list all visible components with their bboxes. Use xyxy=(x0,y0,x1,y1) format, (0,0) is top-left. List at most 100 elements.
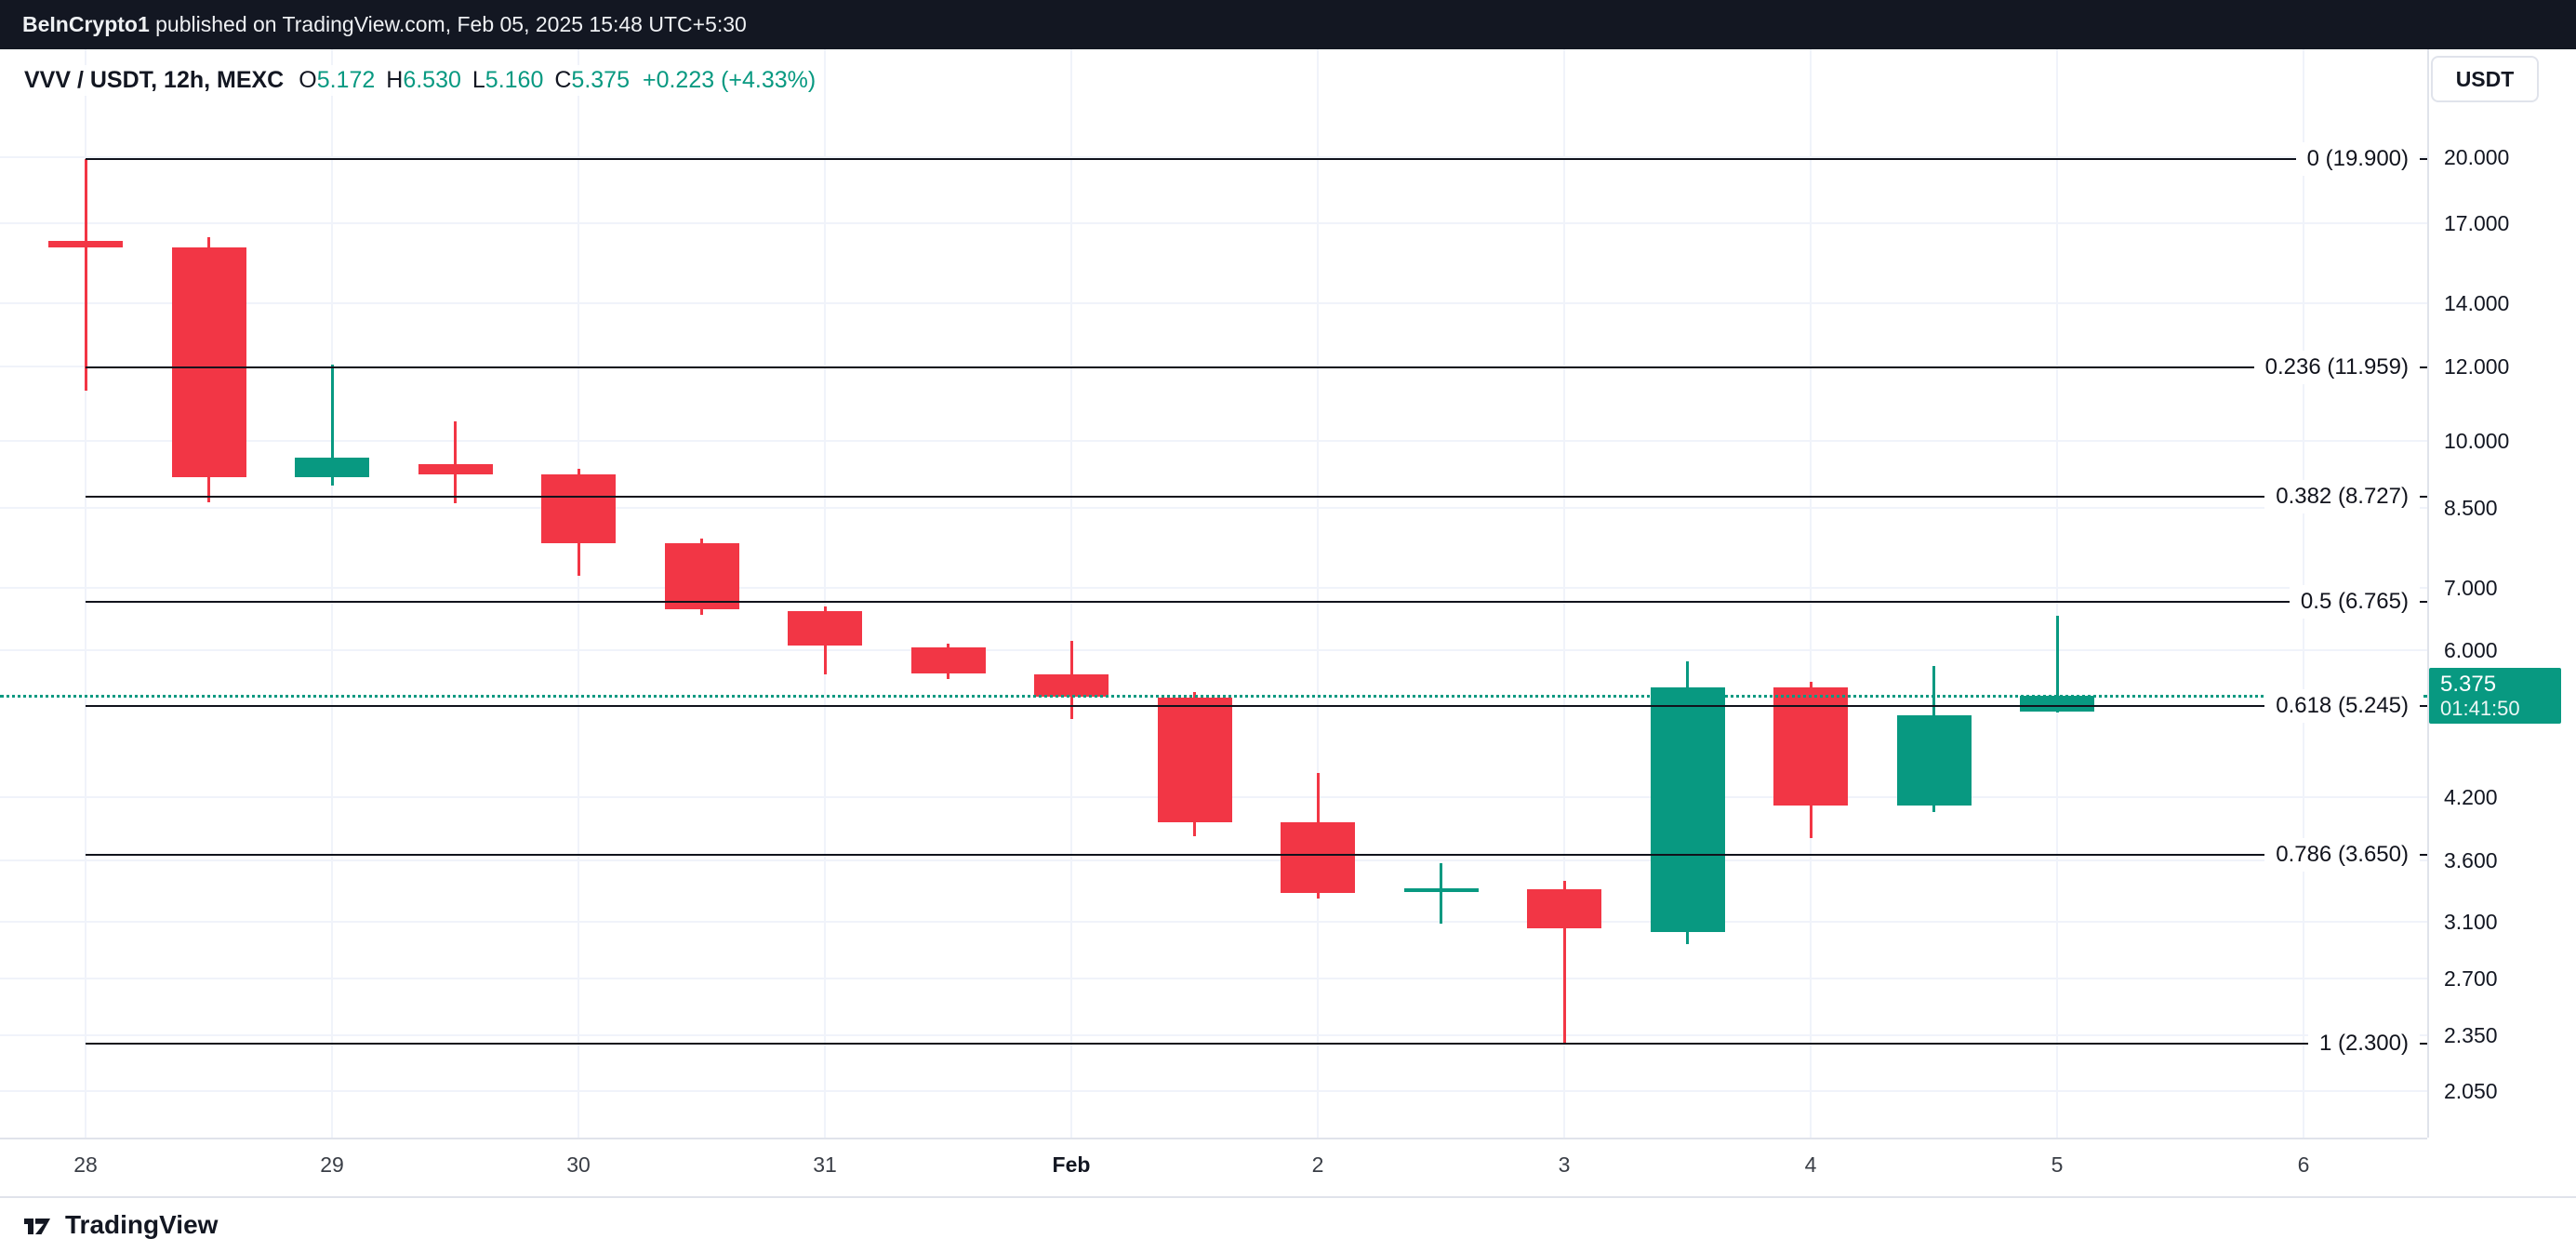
ohlc-high-value: 6.530 xyxy=(403,67,461,93)
horizontal-gridline xyxy=(0,155,2427,158)
time-axis-label: 3 xyxy=(1558,1152,1571,1177)
publish-info-text: published on TradingView.com, Feb 05, 20… xyxy=(149,12,747,36)
candle[interactable] xyxy=(295,458,369,478)
horizontal-gridline xyxy=(0,440,2427,443)
vertical-gridline xyxy=(85,49,86,1138)
footer-bar: TradingView xyxy=(0,1196,2576,1252)
candle[interactable] xyxy=(1650,687,1725,933)
chart-plot[interactable]: 0 (19.900) 0.236 (11.959) 0.382 (8.727) 0.5… xyxy=(0,49,2427,1138)
currency-toggle-button[interactable]: USDT xyxy=(2431,56,2539,102)
current-price-value: 5.375 xyxy=(2440,671,2497,697)
price-axis-label: 20.000 xyxy=(2444,144,2510,169)
time-axis-label: 28 xyxy=(73,1152,98,1177)
candle[interactable] xyxy=(1281,821,1355,894)
ohlc-low-value: 5.160 xyxy=(485,67,544,93)
candle-countdown: 01:41:50 xyxy=(2440,696,2520,720)
candle[interactable] xyxy=(1157,698,1232,822)
vertical-gridline xyxy=(1317,49,1319,1138)
horizontal-gridline xyxy=(0,977,2427,979)
price-axis-label: 8.500 xyxy=(2444,495,2498,520)
price-axis-label: 4.200 xyxy=(2444,784,2498,809)
fib-level-label: 0.382 (8.727) xyxy=(2264,480,2420,514)
candle[interactable] xyxy=(541,474,616,543)
ohlc-high-label: H xyxy=(386,67,404,93)
price-axis-label: 2.350 xyxy=(2444,1022,2498,1047)
horizontal-gridline xyxy=(0,222,2427,225)
fib-level-label: 0 (19.900) xyxy=(2295,141,2420,176)
ohlc-open-value: 5.172 xyxy=(316,67,376,93)
price-axis-label: 6.000 xyxy=(2444,638,2498,663)
candle-wick xyxy=(1440,863,1442,925)
vertical-gridline xyxy=(331,49,333,1138)
price-axis-label: 17.000 xyxy=(2444,211,2510,236)
candle-wick xyxy=(454,420,457,503)
ohlc-close-value: 5.375 xyxy=(571,67,630,93)
candle[interactable] xyxy=(1403,888,1479,893)
candle[interactable] xyxy=(171,247,246,478)
ohlc-close-label: C xyxy=(554,67,572,93)
horizontal-gridline xyxy=(0,859,2427,861)
horizontal-gridline xyxy=(0,301,2427,304)
horizontal-gridline xyxy=(0,920,2427,923)
price-axis[interactable]: 20.000 17.000 14.000 12.000 10.000 8.500 7.000… xyxy=(2427,49,2576,1138)
fib-level-label: 0.786 (3.650) xyxy=(2264,837,2420,872)
price-axis-label: 2.700 xyxy=(2444,966,2498,991)
price-axis-label: 2.050 xyxy=(2444,1078,2498,1103)
candle[interactable] xyxy=(910,646,986,674)
price-axis-label: 3.100 xyxy=(2444,909,2498,934)
time-axis-label: 31 xyxy=(813,1152,837,1177)
candle[interactable] xyxy=(1527,889,1601,928)
fib-level-label: 0.5 (6.765) xyxy=(2289,584,2420,619)
time-axis-label: 6 xyxy=(2297,1152,2310,1177)
candle[interactable] xyxy=(1896,715,1972,806)
tradingview-logo xyxy=(24,1219,50,1234)
fib-level-line xyxy=(86,1043,2427,1046)
time-axis-label: 29 xyxy=(320,1152,344,1177)
time-axis[interactable]: 28 29 30 31 Feb 2 3 4 5 6 xyxy=(0,1138,2427,1196)
ohlc-low-label: L xyxy=(471,67,485,93)
horizontal-gridline xyxy=(0,365,2427,367)
current-price-line xyxy=(0,694,2427,698)
horizontal-gridline xyxy=(0,649,2427,652)
time-axis-label: 4 xyxy=(1804,1152,1817,1177)
vertical-gridline xyxy=(578,49,579,1138)
candle[interactable] xyxy=(2020,695,2094,712)
fib-level-line xyxy=(86,600,2427,603)
candle[interactable] xyxy=(788,611,862,646)
time-axis-label: Feb xyxy=(1052,1152,1091,1177)
time-axis-label: 2 xyxy=(1311,1152,1324,1177)
candle-wick xyxy=(330,365,334,486)
candle[interactable] xyxy=(48,240,123,247)
fib-level-line xyxy=(86,366,2427,369)
vertical-gridline xyxy=(1810,49,1812,1138)
price-axis-label: 10.000 xyxy=(2444,429,2510,454)
candle[interactable] xyxy=(1034,674,1109,698)
price-axis-label: 14.000 xyxy=(2444,290,2510,315)
candle[interactable] xyxy=(664,542,739,609)
symbol-legend[interactable]: VVV / USDT, 12h, MEXC O5.172 H6.530 L5.160 C… xyxy=(24,65,822,96)
footer-brand-text: TradingView xyxy=(65,1210,219,1239)
price-axis-label: 12.000 xyxy=(2444,353,2510,379)
vertical-gridline xyxy=(2056,49,2058,1138)
fib-level-label: 0.618 (5.245) xyxy=(2264,688,2420,723)
candle[interactable] xyxy=(418,464,493,475)
publisher-username: BeInCrypto1 xyxy=(22,12,150,36)
horizontal-gridline xyxy=(0,506,2427,509)
vertical-gridline xyxy=(1070,49,1072,1138)
current-price-badge: 5.375 01:41:50 xyxy=(2429,667,2561,724)
horizontal-gridline xyxy=(0,1089,2427,1092)
publish-banner: BeInCrypto1 published on TradingView.com… xyxy=(0,0,2576,49)
vertical-gridline xyxy=(824,49,826,1138)
price-change: +0.223 (+4.33%) xyxy=(642,67,817,93)
horizontal-gridline xyxy=(0,1033,2427,1036)
vertical-gridline xyxy=(1563,49,1565,1138)
ohlc-open-label: O xyxy=(299,67,317,93)
time-axis-label: 30 xyxy=(566,1152,591,1177)
fib-level-label: 1 (2.300) xyxy=(2307,1027,2420,1061)
price-axis-label: 3.600 xyxy=(2444,847,2498,872)
fib-level-line xyxy=(86,496,2427,499)
candle-wick xyxy=(84,158,87,391)
horizontal-gridline xyxy=(0,586,2427,589)
candle[interactable] xyxy=(1773,687,1848,806)
